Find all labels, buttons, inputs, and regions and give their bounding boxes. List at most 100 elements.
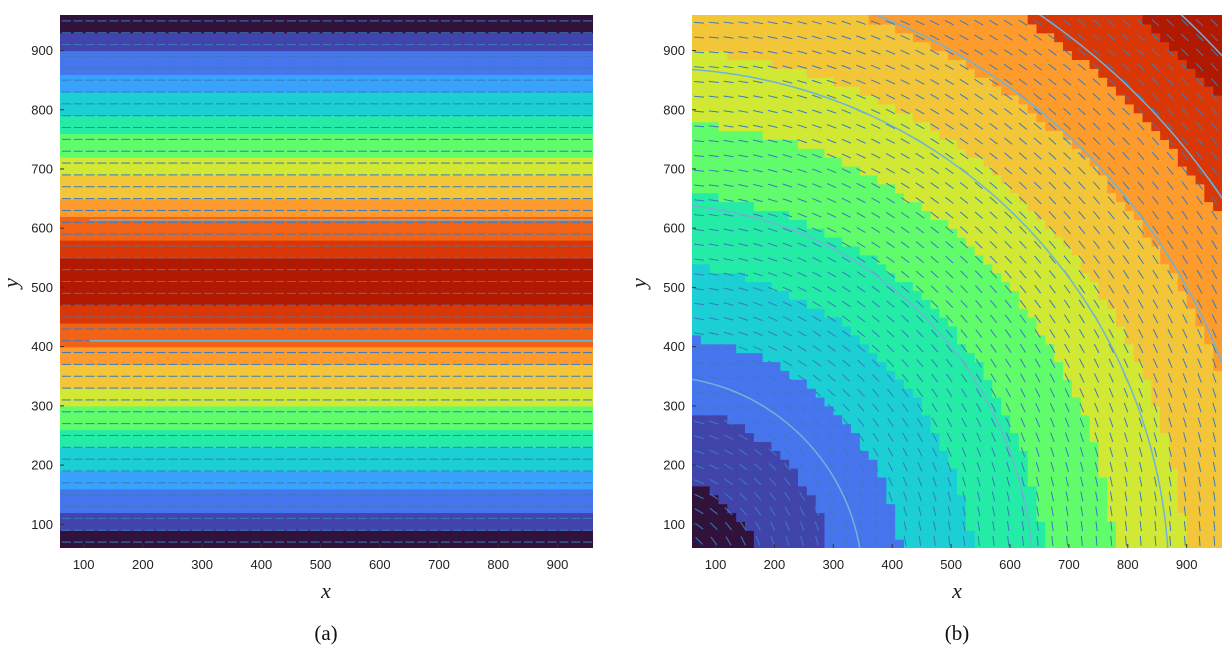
contour-cell	[1213, 263, 1222, 274]
contour-cell	[842, 459, 852, 469]
contour-cell	[886, 441, 896, 451]
contour-cell	[904, 414, 914, 425]
contour-cell	[895, 139, 905, 149]
contour-cell	[1071, 370, 1082, 380]
contour-cell	[1124, 521, 1135, 531]
contour-cell	[1151, 379, 1161, 389]
contour-cell	[1045, 130, 1055, 140]
contour-cell	[1036, 308, 1046, 318]
contour-cell	[806, 281, 817, 291]
contour-cell	[1010, 352, 1020, 363]
contour-cell	[692, 334, 702, 345]
contour-cell	[1204, 414, 1214, 425]
contour-cell	[868, 174, 879, 185]
contour-cell	[1186, 228, 1197, 238]
contour-cell	[1045, 308, 1055, 318]
contour-cell	[912, 245, 923, 256]
contour-cell	[700, 148, 711, 158]
contour-cell	[727, 263, 737, 274]
contour-cell	[1169, 201, 1179, 212]
contour-cell	[965, 503, 976, 514]
contour-cell	[921, 450, 932, 460]
contour-cell	[921, 459, 932, 469]
contour-cell	[709, 201, 720, 212]
contour-cell	[762, 476, 773, 487]
contour-cell	[780, 157, 790, 167]
contour-cell	[1169, 157, 1179, 167]
contour-cell	[1151, 201, 1161, 212]
contour-cell	[886, 334, 896, 345]
contour-cell	[824, 476, 834, 487]
contour-cell	[868, 201, 879, 212]
contour-cell	[957, 130, 967, 140]
contour-cell	[1160, 405, 1170, 416]
contour-cell	[1010, 237, 1020, 247]
contour-cell	[1213, 237, 1222, 247]
contour-cell	[833, 254, 843, 265]
contour-cell	[745, 245, 755, 256]
contour-cell	[736, 317, 746, 327]
contour-cell	[1124, 183, 1135, 194]
contour-cell	[1116, 370, 1126, 380]
contour-cell	[718, 423, 728, 434]
contour-cell	[1124, 254, 1135, 265]
contour-cell	[727, 512, 737, 522]
contour-cell	[1133, 521, 1144, 531]
contour-cell	[983, 370, 993, 380]
contour-cell	[745, 281, 755, 291]
contour-cell	[1195, 468, 1205, 478]
contour-cell	[851, 512, 861, 522]
contour-cell	[1089, 370, 1099, 380]
contour-cell	[895, 219, 905, 229]
contour-cell	[745, 423, 755, 434]
contour-cell	[1116, 450, 1126, 460]
contour-cell	[780, 468, 790, 478]
contour-cell	[868, 130, 879, 140]
contour-cell	[736, 423, 746, 434]
contour-cell	[1027, 459, 1038, 469]
contour-cell	[1124, 219, 1135, 229]
contour-cell	[912, 361, 923, 371]
contour-cell	[957, 414, 967, 425]
contour-cell	[1133, 352, 1144, 363]
contour-cell	[798, 441, 808, 451]
contour-cell	[1124, 325, 1135, 336]
contour-cell	[1036, 512, 1046, 522]
contour-cell	[842, 405, 852, 416]
contour-cell	[789, 254, 799, 265]
contour-cell	[736, 521, 746, 531]
contour-cell	[1169, 388, 1179, 398]
contour-cell	[948, 308, 958, 318]
contour-cell	[1010, 494, 1020, 505]
contour-cell	[886, 174, 896, 185]
contour-cell	[789, 450, 799, 460]
contour-cell	[983, 432, 993, 442]
contour-cell	[1177, 450, 1188, 460]
contour-cell	[886, 157, 896, 167]
contour-cell	[789, 166, 799, 176]
contour-cell	[700, 361, 711, 371]
contour-cell	[700, 139, 711, 149]
contour-cell	[745, 157, 755, 167]
contour-cell	[718, 166, 728, 176]
contour-cell	[700, 201, 711, 212]
contour-cell	[815, 539, 826, 548]
contour-cell	[921, 130, 932, 140]
contour-cell	[974, 263, 985, 274]
contour-cell	[1027, 263, 1038, 274]
contour-cell	[692, 272, 702, 283]
contour-cell	[789, 299, 799, 309]
contour-cell	[921, 183, 932, 194]
contour-cell	[736, 361, 746, 371]
contour-cell	[842, 521, 852, 531]
contour-cell	[851, 343, 861, 354]
contour-cell	[736, 450, 746, 460]
contour-cell	[1133, 228, 1144, 238]
contour-cell	[868, 494, 879, 505]
contour-cell	[992, 148, 1002, 158]
contour-cell	[1195, 272, 1205, 283]
contour-cell	[1204, 512, 1214, 522]
contour-cell	[1204, 450, 1214, 460]
contour-band	[60, 399, 593, 407]
contour-cell	[1063, 459, 1073, 469]
